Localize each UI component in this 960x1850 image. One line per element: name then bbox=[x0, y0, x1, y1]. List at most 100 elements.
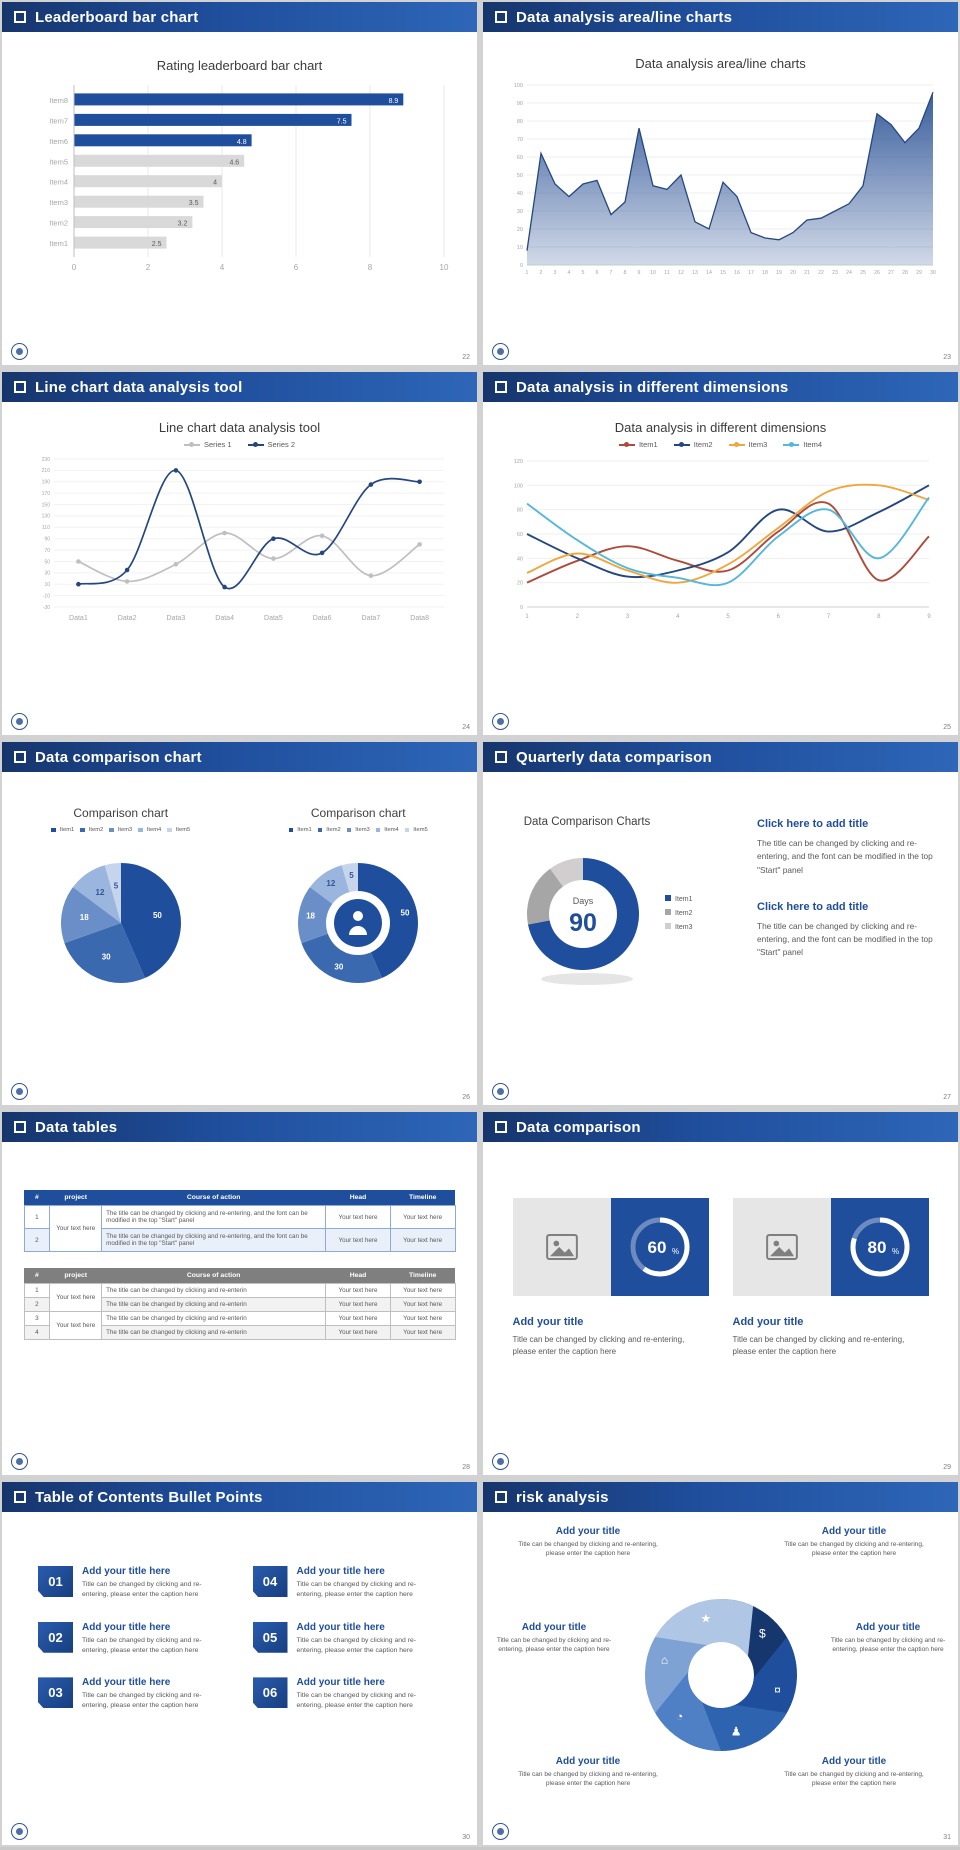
svg-text:Data3: Data3 bbox=[166, 615, 185, 622]
slide-line-chart-tool[interactable]: Line chart data analysis tool Line chart… bbox=[2, 372, 477, 735]
block-title: Add your title bbox=[555, 1526, 621, 1537]
chart-title: Line chart data analysis tool bbox=[158, 420, 321, 435]
svg-text:18: 18 bbox=[306, 911, 315, 920]
toc-item[interactable]: 05 Add your title here Title can be change… bbox=[252, 1621, 442, 1656]
add-title-heading[interactable]: Click here to add title bbox=[757, 900, 869, 913]
legend-label: Item5 bbox=[175, 827, 191, 833]
svg-text:3.5: 3.5 bbox=[188, 200, 198, 207]
svg-text:17: 17 bbox=[748, 270, 754, 276]
square-bullet-icon bbox=[495, 1491, 507, 1503]
slide-risk-analysis[interactable]: risk analysis $ ¤ ♟ ◔ ⌂ ★ Add your title Title… bbox=[483, 1482, 958, 1845]
svg-text:24: 24 bbox=[846, 270, 852, 276]
legend-marker bbox=[728, 442, 745, 447]
table-cell: Your text here bbox=[325, 1228, 391, 1252]
toc-item[interactable]: 02 Add your title here Title can be change… bbox=[38, 1621, 227, 1656]
square-bullet-icon bbox=[495, 751, 507, 763]
legend-marker bbox=[183, 442, 200, 447]
logo-emblem bbox=[497, 718, 504, 725]
toc-number-badge: 03 bbox=[38, 1677, 73, 1709]
legend-marker bbox=[80, 827, 85, 833]
square-bullet-icon bbox=[495, 11, 507, 23]
logo-emblem bbox=[16, 1828, 23, 1835]
svg-text:19: 19 bbox=[776, 270, 782, 276]
slide-dimensions-analysis[interactable]: Data analysis in different dimensions Da… bbox=[483, 372, 958, 735]
svg-text:30: 30 bbox=[516, 209, 522, 215]
slide-quarterly-comparison[interactable]: Quarterly data comparison Data Compariso… bbox=[483, 742, 958, 1105]
table-cell: 1 bbox=[23, 1205, 51, 1229]
table-cell: The title can be changed by clicking and… bbox=[101, 1283, 327, 1298]
slide-header-bar: Data tables bbox=[2, 1112, 477, 1142]
logo-emblem bbox=[16, 348, 23, 355]
svg-text:5: 5 bbox=[349, 871, 354, 880]
legend-marker bbox=[109, 827, 114, 833]
toc-title: Add your title here bbox=[296, 1677, 385, 1689]
risk-block: Add your title Title can be changed by cl… bbox=[513, 1526, 663, 1558]
risk-block: Add your title Title can be changed by cl… bbox=[485, 1622, 623, 1654]
svg-text:60: 60 bbox=[516, 155, 522, 161]
legend-label: Item4 bbox=[803, 440, 823, 449]
svg-text:12: 12 bbox=[678, 270, 684, 276]
svg-text:%: % bbox=[672, 1247, 679, 1256]
slide-area-line-charts[interactable]: Data analysis area/line charts Data anal… bbox=[483, 2, 958, 365]
table-row: 2 The title can be changed by clicking an… bbox=[23, 1228, 456, 1252]
slide-toc-bullet-points[interactable]: Table of Contents Bullet Points 01 Add yo… bbox=[2, 1482, 477, 1845]
chart-title: Data analysis area/line charts bbox=[635, 56, 806, 71]
slide-header-bar: Data analysis in different dimensions bbox=[483, 372, 958, 402]
toc-title: Add your title here bbox=[296, 1566, 385, 1577]
svg-text:10: 10 bbox=[516, 245, 522, 251]
svg-text:50: 50 bbox=[44, 559, 50, 565]
svg-text:2: 2 bbox=[145, 263, 150, 272]
svg-text:0: 0 bbox=[519, 605, 522, 611]
svg-text:4: 4 bbox=[219, 263, 224, 272]
block-caption: Title can be changed by clicking and re-… bbox=[518, 1771, 658, 1788]
add-title-heading[interactable]: Click here to add title bbox=[757, 818, 869, 830]
legend-label: Item4 bbox=[384, 827, 399, 833]
line-chart: 230 210 190 170 150 130 110 90 70 50 30 10 -10 -30 Dat… bbox=[41, 457, 444, 622]
legend-marker bbox=[375, 827, 381, 833]
chart-legend: Item1 Item2 Item3 Item4 bbox=[483, 440, 958, 449]
legend-label: Item1 bbox=[638, 440, 658, 449]
svg-text:100: 100 bbox=[513, 83, 522, 89]
pie-chart: 50 30 18 12 5 bbox=[60, 863, 181, 983]
slide-header-title: Data analysis in different dimensions bbox=[516, 378, 789, 396]
toc-item[interactable]: 01 Add your title here Title can be change… bbox=[38, 1566, 227, 1600]
toc-caption: Title can be changed by clicking and re-… bbox=[296, 1692, 417, 1710]
toc-item[interactable]: 04 Add your title here Title can be change… bbox=[252, 1566, 442, 1600]
slide-data-tables[interactable]: Data tables # project Course of action Head… bbox=[2, 1112, 477, 1475]
legend-item: Item4 bbox=[138, 827, 161, 833]
logo-icon bbox=[11, 1083, 28, 1100]
slide-leaderboard-bar-chart[interactable]: Leaderboard bar chart Rating leaderboard… bbox=[2, 2, 477, 365]
toc-item[interactable]: 06 Add your title here Title can be change… bbox=[252, 1677, 442, 1711]
table-cell: Your text here bbox=[389, 1205, 456, 1229]
data-table: # project Course of action Head Timeline 1 You… bbox=[23, 1190, 456, 1252]
slide-data-comparison-cards[interactable]: Data comparison 60% Add your t bbox=[483, 1112, 958, 1475]
table-cell: Your text here bbox=[325, 1325, 391, 1340]
image-placeholder bbox=[732, 1198, 831, 1296]
column-header: project bbox=[49, 1268, 102, 1284]
legend-item: Item5 bbox=[167, 827, 190, 833]
svg-text:2.5: 2.5 bbox=[151, 241, 161, 248]
comparison-card[interactable]: 60% bbox=[512, 1198, 709, 1296]
chart-icon: ★ bbox=[701, 1612, 712, 1626]
quarterly-content: Data Comparison Charts Days 90 Item1 Item2 I… bbox=[483, 772, 958, 1012]
page-number: 29 bbox=[943, 1464, 951, 1471]
svg-text:80: 80 bbox=[516, 119, 522, 125]
svg-text:25: 25 bbox=[860, 270, 866, 276]
slide-data-comparison-chart[interactable]: Data comparison chart Comparison chart I… bbox=[2, 742, 477, 1105]
logo-icon bbox=[11, 713, 28, 730]
legend-marker bbox=[673, 442, 690, 447]
svg-text:5: 5 bbox=[113, 882, 118, 891]
svg-text:130: 130 bbox=[41, 514, 50, 520]
table-cell: Your text here bbox=[325, 1205, 391, 1229]
toc-item[interactable]: 03 Add your title here Title can be change… bbox=[38, 1677, 227, 1711]
pie-panel: Comparison chart Item1 Item2 Item3 Item4 Ite… bbox=[240, 806, 478, 1010]
column-header: # bbox=[24, 1268, 50, 1284]
svg-text:230: 230 bbox=[41, 457, 50, 463]
legend-label: Series 2 bbox=[267, 440, 296, 449]
table-cell: Your text here bbox=[389, 1297, 456, 1312]
legend-label: Series 1 bbox=[203, 440, 232, 449]
comparison-card[interactable]: 80% bbox=[732, 1198, 929, 1296]
slide-header-title: Leaderboard bar chart bbox=[35, 8, 199, 26]
svg-text:11: 11 bbox=[664, 270, 669, 276]
slide-header-title: Data comparison bbox=[516, 1118, 641, 1136]
